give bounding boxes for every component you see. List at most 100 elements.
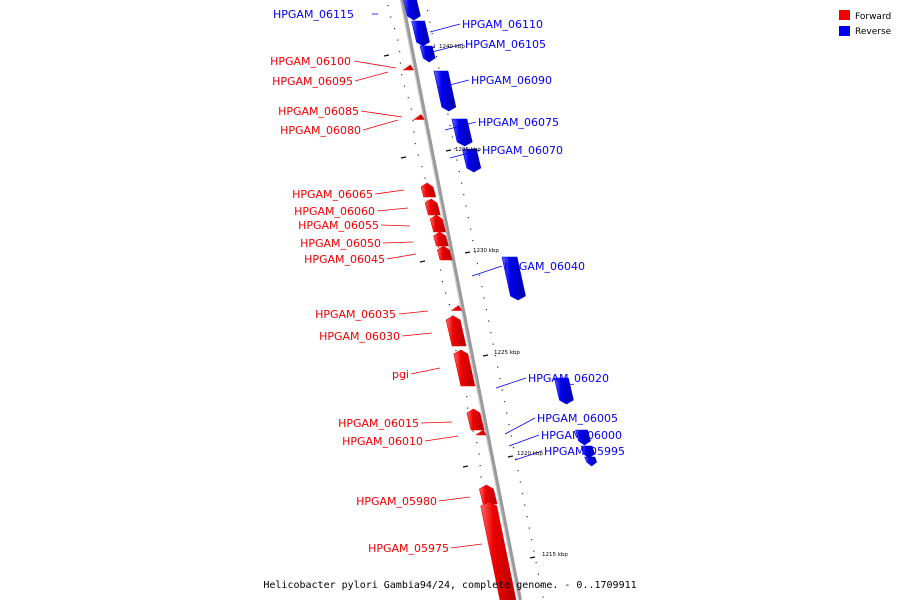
scale-ticks xyxy=(383,5,544,598)
tick-dash xyxy=(445,149,452,152)
gene-label-pgi[interactable]: pgi xyxy=(392,368,409,381)
leader-HPGAM_06090 xyxy=(437,79,470,89)
leader-HPGAM_06030 xyxy=(401,332,433,337)
kbp-tick-label: 1240 kbp xyxy=(439,44,465,50)
tick-dot xyxy=(508,424,510,426)
gene-block-HPGAM_06085[interactable] xyxy=(413,114,425,120)
gene-block-HPGAM_06030[interactable] xyxy=(445,315,467,347)
gene-label-HPGAM_06085[interactable]: HPGAM_06085 xyxy=(278,105,359,118)
tick-dot xyxy=(387,5,389,7)
gene-block-HPGAM_05980[interactable] xyxy=(479,484,498,505)
leader-HPGAM_06010 xyxy=(424,435,459,442)
gene-label-HPGAM_06075[interactable]: HPGAM_06075 xyxy=(478,116,559,129)
tick-dot xyxy=(437,246,440,248)
leader-HPGAM_06045 xyxy=(386,253,417,260)
tick-dot xyxy=(472,430,474,432)
tick-dot xyxy=(421,166,423,168)
gene-label-HPGAM_06100[interactable]: HPGAM_06100 xyxy=(270,55,351,68)
tick-dot xyxy=(440,269,442,271)
gene-label-HPGAM_06060[interactable]: HPGAM_06060 xyxy=(294,205,375,218)
gene-label-HPGAM_06010[interactable]: HPGAM_06010 xyxy=(342,435,423,448)
gene-block-HPGAM_05995[interactable] xyxy=(584,456,598,467)
gene-block-HPGAM_06115[interactable] xyxy=(403,0,421,21)
leader-HPGAM_05995 xyxy=(514,450,543,461)
tick-dot xyxy=(441,281,443,283)
gene-block-HPGAM_05975[interactable] xyxy=(480,501,517,600)
gene-label-HPGAM_06035[interactable]: HPGAM_06035 xyxy=(315,308,396,321)
gene-block-HPGAM_06075[interactable] xyxy=(451,118,473,147)
gene-label-HPGAM_05975[interactable]: HPGAM_05975 xyxy=(368,542,449,555)
gene-label-HPGAM_06080[interactable]: HPGAM_06080 xyxy=(280,124,361,137)
gene-block-HPGAM_06065[interactable] xyxy=(420,182,437,198)
gene-label-HPGAM_06095[interactable]: HPGAM_06095 xyxy=(272,75,353,88)
leader-HPGAM_06055 xyxy=(380,224,411,227)
gene-label-HPGAM_05980[interactable]: HPGAM_05980 xyxy=(356,495,437,508)
gene-label-HPGAM_06015[interactable]: HPGAM_06015 xyxy=(338,417,419,430)
gene-block-HPGAM_06070[interactable] xyxy=(461,148,482,173)
gene-label-HPGAM_06000[interactable]: HPGAM_06000 xyxy=(541,429,622,442)
gene-block-HPGAM_06055[interactable] xyxy=(429,214,447,233)
gene-block-HPGAM_06035[interactable] xyxy=(450,305,463,311)
gene-label-HPGAM_06090[interactable]: HPGAM_06090 xyxy=(471,74,552,87)
tick-dot xyxy=(458,171,460,173)
tick-dot xyxy=(447,113,449,115)
tick-dot xyxy=(436,56,438,58)
gene-label-HPGAM_06005[interactable]: HPGAM_06005 xyxy=(537,412,618,425)
tick-dot xyxy=(490,332,492,334)
gene-label-HPGAM_06105[interactable]: HPGAM_06105 xyxy=(465,38,546,51)
legend-reverse-swatch xyxy=(839,26,850,36)
gene-block-HPGAM_06100[interactable] xyxy=(402,64,414,71)
tick-dot xyxy=(407,97,409,99)
gene-block-pgi[interactable] xyxy=(453,349,476,387)
gene-block-HPGAM_06060[interactable] xyxy=(424,198,441,216)
kbp-tick-label: 1225 kbp xyxy=(494,350,520,356)
genome-backbone xyxy=(400,0,522,600)
gene-block-HPGAM_06110[interactable] xyxy=(411,20,430,47)
gene-block-HPGAM_06050[interactable] xyxy=(433,231,449,247)
tick-dot xyxy=(512,447,515,449)
tick-dot xyxy=(463,194,465,196)
tick-dash xyxy=(464,251,471,254)
tick-dot xyxy=(485,309,487,311)
tick-dot xyxy=(424,177,426,179)
leader-HPGAM_06020 xyxy=(495,377,527,389)
gene-label-HPGAM_06040[interactable]: HPGAM_06040 xyxy=(504,260,585,273)
gene-block-HPGAM_06020[interactable] xyxy=(553,377,574,405)
gene-label-HPGAM_06110[interactable]: HPGAM_06110 xyxy=(462,18,543,31)
leader-HPGAM_05975 xyxy=(450,543,483,549)
tick-dot xyxy=(540,585,542,587)
tick-dot xyxy=(426,200,428,202)
gene-label-HPGAM_06030[interactable]: HPGAM_06030 xyxy=(319,330,400,343)
gene-block-HPGAM_06090[interactable] xyxy=(433,70,457,112)
gene-label-HPGAM_06050[interactable]: HPGAM_06050 xyxy=(300,237,381,250)
gene-block-HPGAM_06040[interactable] xyxy=(501,256,526,301)
kbp-tick-label: 1215 kbp xyxy=(542,552,568,558)
tick-dot xyxy=(399,62,402,64)
gene-block-HPGAM_06015[interactable] xyxy=(466,408,485,431)
gene-label-HPGAM_05995[interactable]: HPGAM_05995 xyxy=(544,445,625,458)
tick-dot xyxy=(510,435,512,437)
tick-dot xyxy=(438,67,440,69)
gene-label-HPGAM_06065[interactable]: HPGAM_06065 xyxy=(292,188,373,201)
leader-HPGAM_06100 xyxy=(353,60,397,69)
gene-label-HPGAM_06045[interactable]: HPGAM_06045 xyxy=(304,253,385,266)
gene-block-HPGAM_06045[interactable] xyxy=(437,245,453,261)
tick-dot xyxy=(479,274,481,276)
gene-block-HPGAM_06005[interactable] xyxy=(575,429,591,446)
gene-block-HPGAM_06105[interactable] xyxy=(419,45,436,63)
gene-block-HPGAM_06010[interactable] xyxy=(475,429,487,436)
tick-dash xyxy=(529,556,536,559)
gene-label-HPGAM_06115[interactable]: HPGAM_06115 xyxy=(273,8,354,21)
gene-label-HPGAM_06070[interactable]: HPGAM_06070 xyxy=(482,144,563,157)
tick-dot xyxy=(494,355,497,357)
tick-dot xyxy=(542,596,544,598)
tick-dot xyxy=(466,396,468,398)
gene-label-HPGAM_06055[interactable]: HPGAM_06055 xyxy=(298,219,379,232)
tick-dot xyxy=(481,286,483,288)
legend: Forward Reverse xyxy=(839,10,892,37)
gene-label-HPGAM_06020[interactable]: HPGAM_06020 xyxy=(528,372,609,385)
tick-dot xyxy=(403,85,406,87)
gene-block-HPGAM_06000[interactable] xyxy=(580,445,595,459)
tick-dot xyxy=(535,562,537,564)
leader-HPGAM_05980 xyxy=(438,496,471,502)
